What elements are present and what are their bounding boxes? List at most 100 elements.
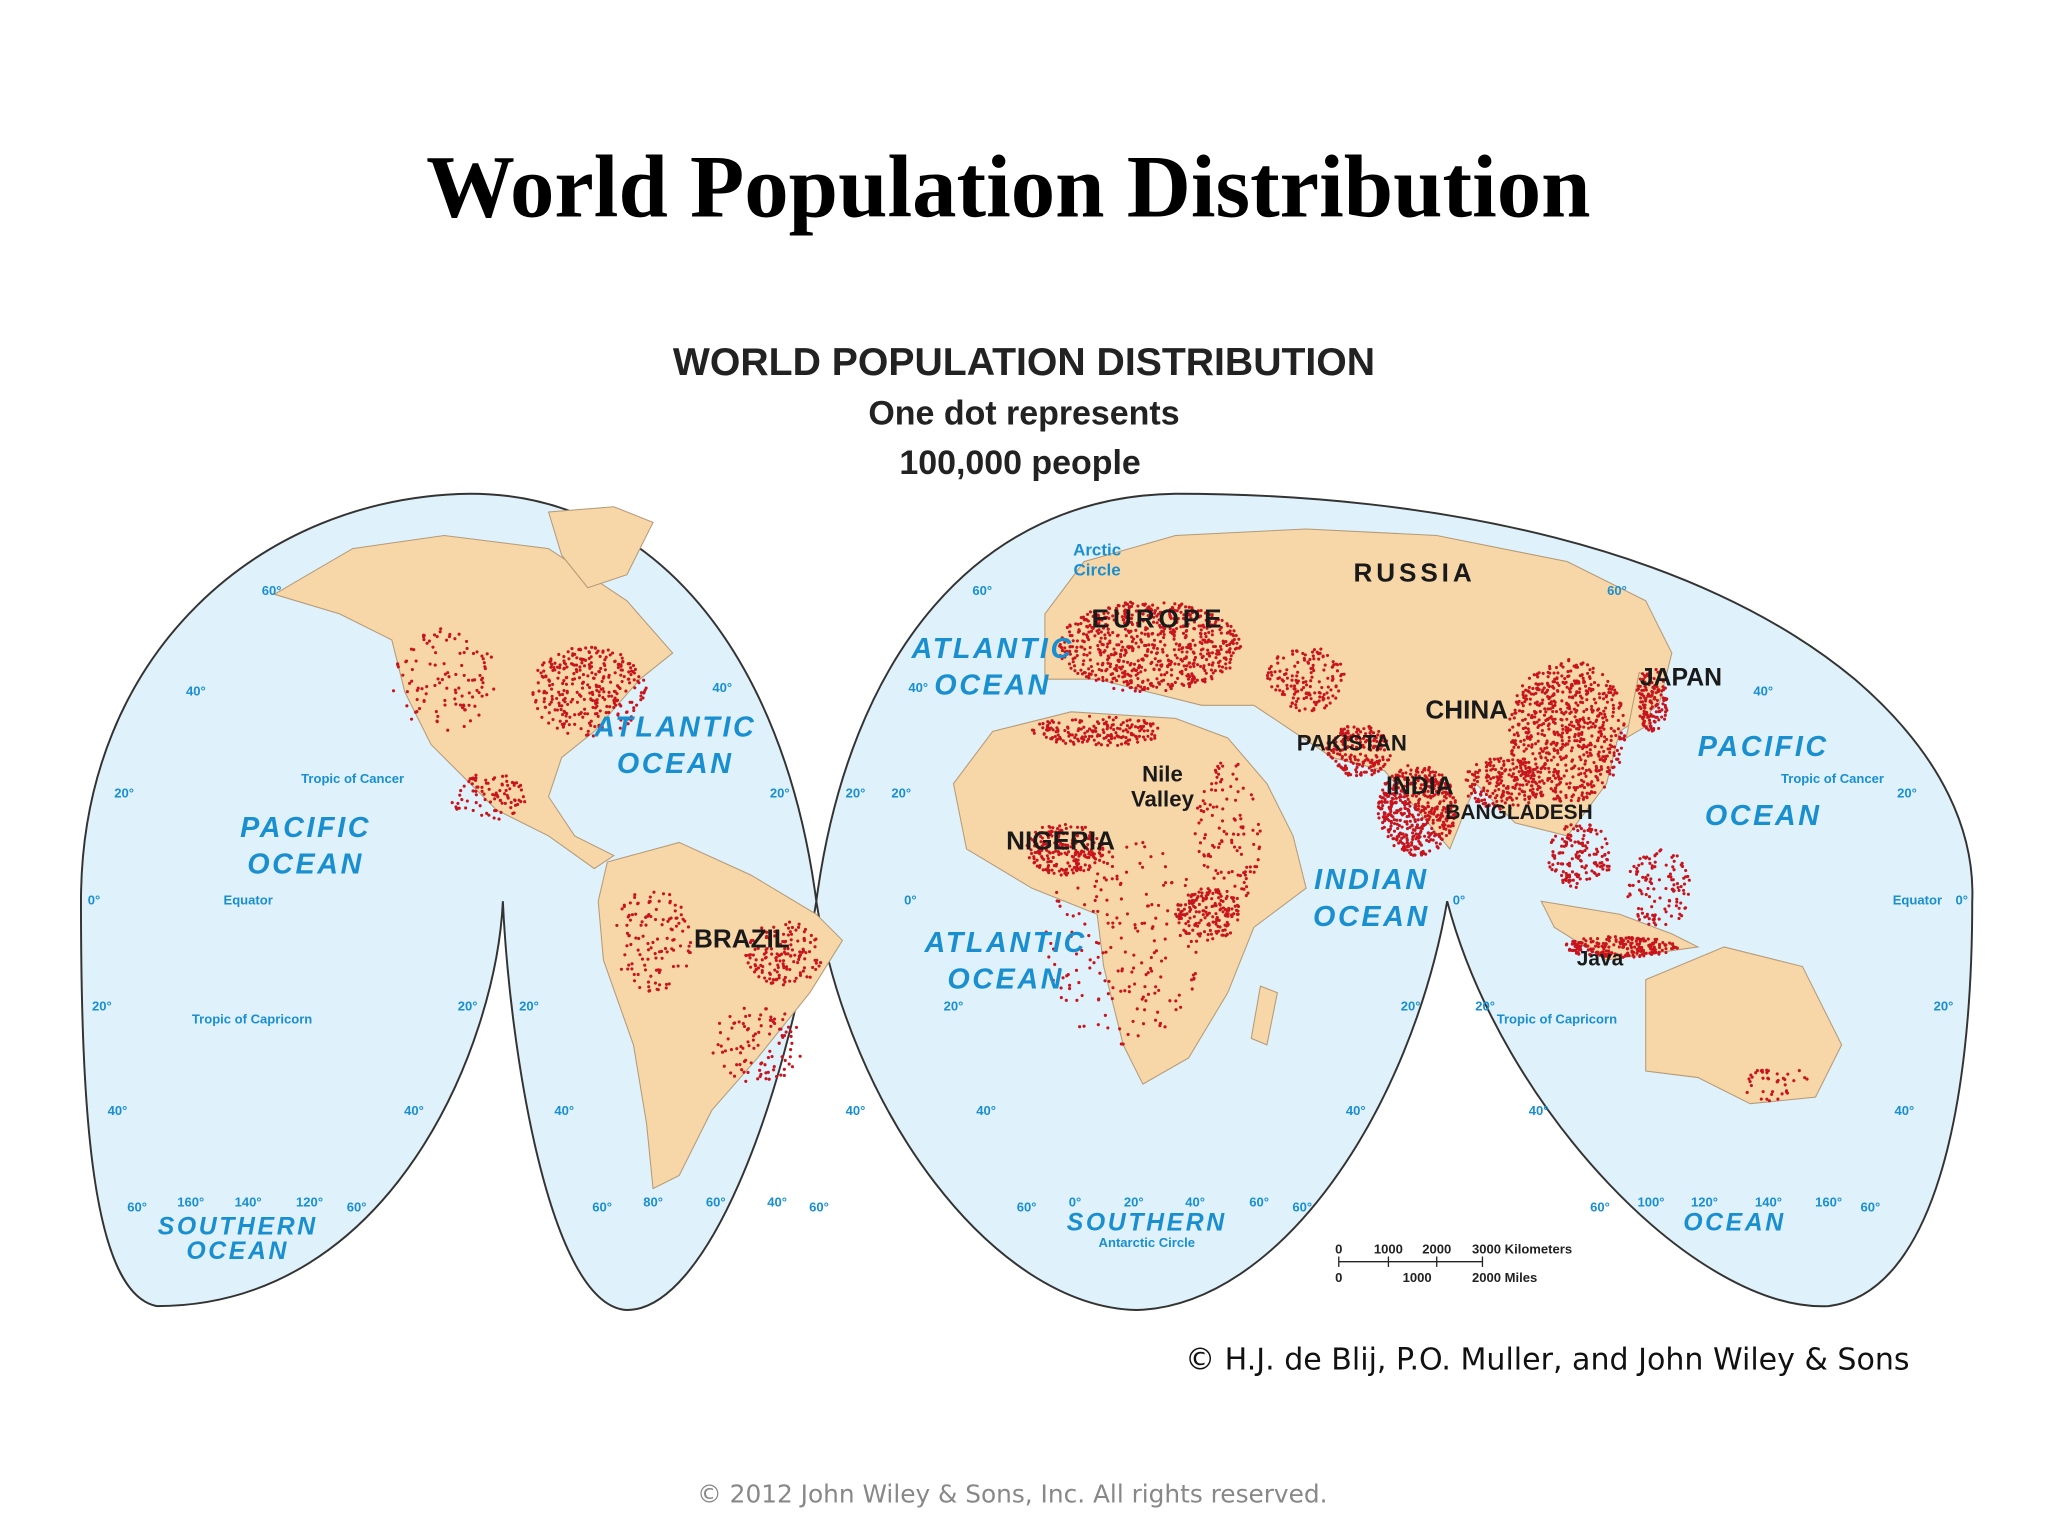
region-label: Nile bbox=[1142, 762, 1183, 787]
map-credit: © H.J. de Blij, P.O. Muller, and John Wi… bbox=[1185, 1342, 1909, 1377]
degree-label: 40° bbox=[1529, 1103, 1549, 1118]
degree-label: 60° bbox=[1861, 1200, 1881, 1215]
ocean-label: ATLANTIC bbox=[593, 711, 756, 743]
ocean-label: SOUTHERN bbox=[1067, 1209, 1227, 1236]
degree-label: 20° bbox=[1401, 998, 1421, 1013]
ocean-label: OCEAN bbox=[947, 963, 1064, 995]
region-label: Java bbox=[1577, 948, 1624, 971]
degree-label: 20° bbox=[891, 786, 911, 801]
latitude-label: Tropic of Capricorn bbox=[192, 1012, 312, 1027]
region-label: NIGERIA bbox=[1006, 825, 1115, 855]
degree-label: 60° bbox=[809, 1200, 829, 1215]
ocean-label: OCEAN bbox=[186, 1238, 289, 1265]
region-label: RUSSIA bbox=[1353, 558, 1475, 588]
ocean-label: PACIFIC bbox=[240, 812, 371, 844]
degree-label: 40° bbox=[1346, 1103, 1366, 1118]
land bbox=[272, 506, 1843, 1190]
degree-label: 40° bbox=[554, 1103, 574, 1118]
scale-label: 2000 bbox=[1422, 1241, 1451, 1256]
degree-label: 60° bbox=[1292, 1200, 1312, 1215]
ocean-label: OCEAN bbox=[934, 670, 1051, 702]
degree-label: 40° bbox=[846, 1103, 866, 1118]
degree-label: 40° bbox=[1753, 684, 1773, 699]
degree-label: 120° bbox=[1691, 1194, 1718, 1209]
map-title: WORLD POPULATION DISTRIBUTION bbox=[673, 341, 1375, 384]
degree-label: 20° bbox=[770, 786, 790, 801]
degree-label: 20° bbox=[846, 786, 866, 801]
degree-label: 60° bbox=[1607, 583, 1627, 598]
madagascar bbox=[1250, 985, 1278, 1046]
scale-label: 0 bbox=[1335, 1241, 1342, 1256]
degree-label: 0° bbox=[1069, 1194, 1081, 1209]
degree-label: 60° bbox=[262, 583, 282, 598]
degree-label: 40° bbox=[404, 1103, 424, 1118]
latitude-label: Tropic of Cancer bbox=[1781, 771, 1884, 786]
greenland bbox=[547, 506, 654, 589]
degree-label: 40° bbox=[908, 680, 928, 695]
map-subtitle: 100,000 people bbox=[899, 444, 1140, 482]
degree-label: 60° bbox=[706, 1194, 726, 1209]
region-label: Valley bbox=[1131, 787, 1195, 812]
region-label: PAKISTAN bbox=[1297, 730, 1407, 755]
ocean-label: PACIFIC bbox=[1698, 731, 1829, 763]
degree-label: 120° bbox=[296, 1194, 323, 1209]
scale-label: 3000 Kilometers bbox=[1472, 1241, 1572, 1256]
ocean-label: OCEAN bbox=[1683, 1209, 1786, 1236]
degree-label: 140° bbox=[235, 1194, 262, 1209]
scale-label: 1000 bbox=[1403, 1270, 1432, 1285]
ocean-label: ATLANTIC bbox=[910, 633, 1073, 665]
degree-label: 80° bbox=[643, 1194, 663, 1209]
region-label: EUROPE bbox=[1092, 603, 1226, 633]
degree-label: 40° bbox=[186, 684, 206, 699]
ocean-label: OCEAN bbox=[617, 748, 734, 780]
ocean-label: INDIAN bbox=[1314, 864, 1429, 896]
degree-label: 0° bbox=[904, 893, 916, 908]
population-dots bbox=[391, 600, 1809, 1103]
degree-label: 20° bbox=[1934, 998, 1954, 1013]
degree-label: 40° bbox=[1894, 1103, 1914, 1118]
degree-label: 40° bbox=[767, 1194, 787, 1209]
ocean-label: OCEAN bbox=[247, 849, 364, 881]
degree-label: 40° bbox=[712, 680, 732, 695]
latitude-label: Equator bbox=[224, 893, 273, 908]
degree-label: 20° bbox=[1475, 998, 1495, 1013]
scale-label: 1000 bbox=[1374, 1241, 1403, 1256]
degree-label: 20° bbox=[114, 786, 134, 801]
slide-title: World Population Distribution bbox=[426, 138, 1590, 236]
africa bbox=[952, 711, 1307, 1085]
scale-bar bbox=[1338, 1256, 1484, 1267]
south-america bbox=[597, 841, 844, 1190]
degree-label: 40° bbox=[1185, 1194, 1205, 1209]
map: RUSSIA EUROPE JAPAN CHINA PAKISTAN INDIABANGL… bbox=[79, 492, 1974, 1312]
degree-label: 60° bbox=[1017, 1200, 1037, 1215]
ocean-label: ATLANTIC bbox=[924, 927, 1087, 959]
degree-label: 60° bbox=[1249, 1194, 1269, 1209]
degree-label: 20° bbox=[1897, 786, 1917, 801]
degree-label: 140° bbox=[1755, 1194, 1782, 1209]
latitude-label: Arctic bbox=[1073, 541, 1121, 560]
degree-label: 0° bbox=[88, 893, 100, 908]
latitude-label: Tropic of Capricorn bbox=[1497, 1012, 1617, 1027]
degree-label: 20° bbox=[1124, 1194, 1144, 1209]
ocean-label: OCEAN bbox=[1705, 800, 1822, 832]
degree-label: 100° bbox=[1637, 1194, 1664, 1209]
map-subtitle: One dot represents bbox=[868, 394, 1179, 432]
latitude-label: Circle bbox=[1074, 560, 1121, 579]
degree-label: 40° bbox=[976, 1103, 996, 1118]
degree-label: 160° bbox=[177, 1194, 204, 1209]
degree-label: 40° bbox=[108, 1103, 128, 1118]
slide-footer: © 2012 John Wiley & Sons, Inc. All right… bbox=[697, 1480, 1328, 1509]
scale-label: 2000 Miles bbox=[1472, 1270, 1537, 1285]
region-label: JAPAN bbox=[1640, 665, 1722, 692]
degree-label: 20° bbox=[519, 998, 539, 1013]
degree-label: 60° bbox=[1590, 1200, 1610, 1215]
labels: RUSSIA EUROPE JAPAN CHINA PAKISTAN INDIABANGL… bbox=[88, 541, 1968, 1285]
degree-label: 20° bbox=[458, 998, 478, 1013]
latitude-label: Antarctic Circle bbox=[1099, 1235, 1195, 1250]
ocean-label: SOUTHERN bbox=[158, 1213, 318, 1240]
scale-label: 0 bbox=[1335, 1270, 1342, 1285]
latitude-label: Equator bbox=[1893, 893, 1942, 908]
degree-label: 20° bbox=[944, 998, 964, 1013]
ocean-label: OCEAN bbox=[1313, 901, 1430, 933]
